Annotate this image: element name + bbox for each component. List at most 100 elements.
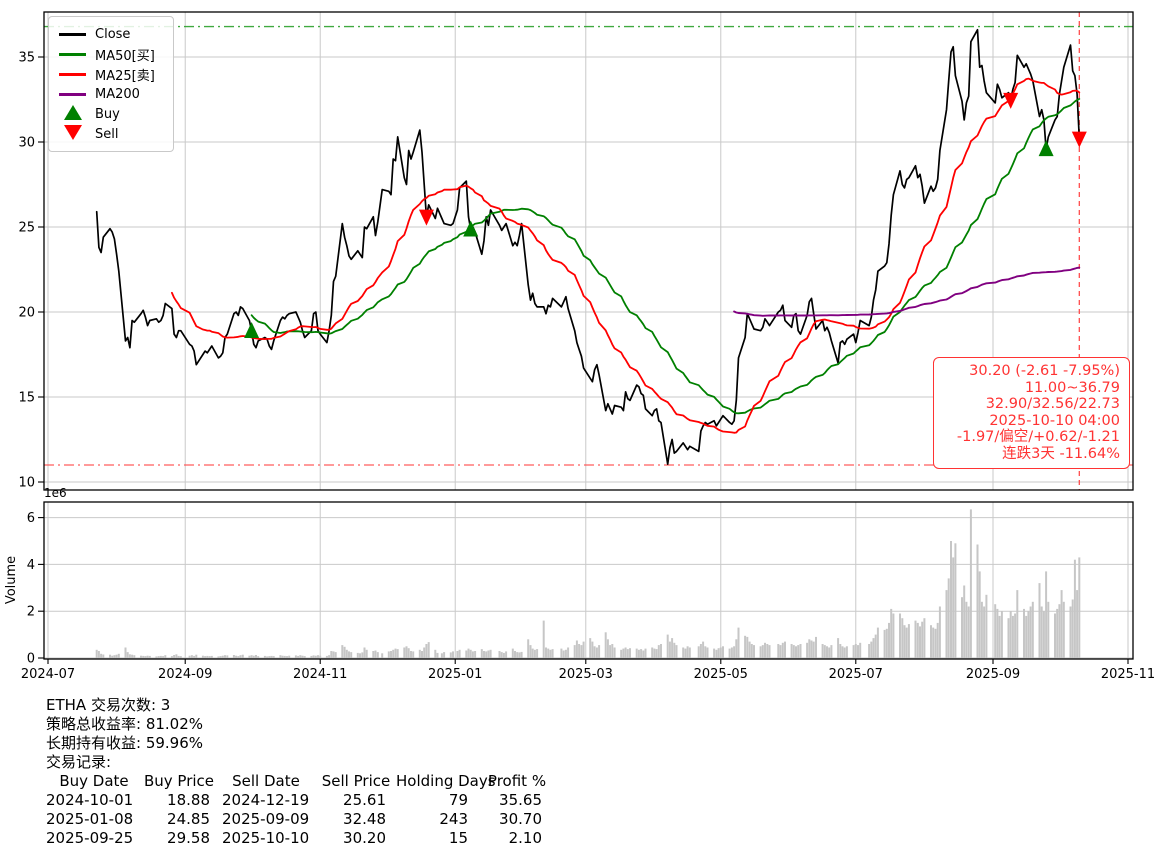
- x-tick-label: 2025-11: [1101, 667, 1155, 682]
- volume-bar: [611, 644, 614, 658]
- volume-bar: [965, 601, 968, 658]
- volume-bar: [589, 638, 592, 658]
- price-tick-label: 35: [18, 51, 35, 66]
- volume-bar: [210, 655, 213, 658]
- volume-bar: [764, 642, 766, 658]
- volume-bar: [248, 655, 251, 658]
- volume-bar: [471, 651, 474, 658]
- volume-bar: [157, 656, 160, 658]
- volume-bar: [797, 645, 800, 658]
- volume-bar: [622, 648, 625, 658]
- ma25-line-swatch: [59, 72, 86, 76]
- volume-bar: [514, 651, 516, 658]
- volume-bar: [903, 625, 906, 658]
- volume-bar: [686, 646, 689, 658]
- volume-bar: [620, 649, 623, 658]
- volume-bar: [1042, 611, 1045, 658]
- volume-bar: [162, 656, 165, 658]
- volume-bar: [923, 618, 926, 658]
- volume-bar: [372, 651, 375, 658]
- volume-bar: [985, 594, 988, 658]
- volume-bar: [257, 656, 260, 658]
- volume-bar: [996, 608, 999, 658]
- main-panel-frame: [43, 11, 1134, 491]
- volume-bar: [489, 649, 492, 658]
- volume-bar: [142, 655, 145, 658]
- volume-bar: [753, 645, 755, 658]
- volume-bar: [350, 652, 353, 658]
- volume-bar: [221, 655, 224, 658]
- volume-tick-label: 2: [27, 605, 35, 620]
- col-header-profit-pct: Profit %: [487, 772, 547, 790]
- volume-bar: [916, 622, 919, 658]
- volume-bar: [961, 597, 963, 658]
- trade-row-cell: 2025-09-25: [46, 829, 134, 847]
- volume-bar: [226, 655, 229, 658]
- volume-bar: [575, 640, 578, 658]
- volume-bar: [777, 644, 780, 658]
- volume-bar: [823, 645, 826, 658]
- volume-bar: [839, 644, 842, 658]
- volume-bar: [356, 652, 359, 658]
- volume-bar: [361, 652, 364, 658]
- volume-bar: [660, 644, 662, 658]
- volume-bar: [781, 642, 784, 658]
- volume-bar: [595, 647, 598, 658]
- volume-bar: [376, 652, 379, 658]
- volume-bar: [146, 655, 149, 658]
- volume-bar: [190, 655, 193, 658]
- volume-bar: [1038, 583, 1041, 658]
- volume-bar: [653, 648, 656, 658]
- volume-bar: [883, 629, 886, 658]
- volume-bar: [947, 578, 950, 658]
- volume-bar: [498, 651, 501, 658]
- volume-bar: [560, 648, 563, 658]
- volume-bar: [938, 606, 941, 658]
- close-line-swatch: [59, 32, 86, 36]
- volume-bar: [458, 649, 461, 658]
- volume-bar: [288, 655, 291, 658]
- volume-bar: [1078, 557, 1081, 658]
- volume-bar: [713, 648, 716, 658]
- volume-bar: [348, 651, 350, 658]
- volume-bar: [449, 652, 452, 658]
- volume-bar: [235, 655, 238, 658]
- volume-bar: [465, 650, 468, 658]
- volume-bar: [224, 655, 226, 658]
- volume-bar: [806, 642, 809, 658]
- volume-bar: [733, 646, 736, 658]
- volume-bar: [914, 620, 917, 658]
- volume-bar: [434, 649, 437, 658]
- volume-bar: [263, 655, 266, 658]
- volume-bar: [542, 620, 545, 658]
- volume-bar: [359, 653, 361, 658]
- volume-bar: [219, 656, 222, 658]
- volume-bar: [994, 604, 997, 658]
- volume-bar: [826, 646, 828, 658]
- volume-bar: [582, 641, 585, 658]
- volume-bar: [1056, 608, 1059, 658]
- volume-tick-label: 4: [27, 558, 35, 573]
- volume-bar: [671, 638, 674, 658]
- volume-bar: [1027, 611, 1030, 658]
- legend-label-sell: Sell: [95, 126, 119, 142]
- volume-tick-label: 0: [27, 652, 35, 667]
- x-tick-label: 2025-03: [559, 667, 613, 682]
- price-volume-chart: 2024-07 2024-09 2024-11 2025-01 2025-03 2025-…: [4, 11, 1155, 682]
- volume-bar: [969, 509, 972, 658]
- x-tick-label: 2025-05: [694, 667, 748, 682]
- volume-bar: [529, 645, 532, 658]
- volume-bar: [405, 646, 408, 658]
- volume-bar: [394, 648, 397, 658]
- volume-bar: [518, 652, 521, 658]
- volume-bar: [1014, 613, 1017, 658]
- volume-bar: [97, 651, 100, 658]
- volume-bar: [759, 646, 762, 658]
- volume-bar: [730, 647, 733, 658]
- price-tick-label: 30: [18, 136, 35, 151]
- volume-bar: [746, 636, 749, 658]
- volume-bar: [945, 590, 948, 658]
- volume-bar: [283, 655, 286, 658]
- volume-bar: [314, 655, 317, 658]
- volume-bar: [483, 651, 485, 658]
